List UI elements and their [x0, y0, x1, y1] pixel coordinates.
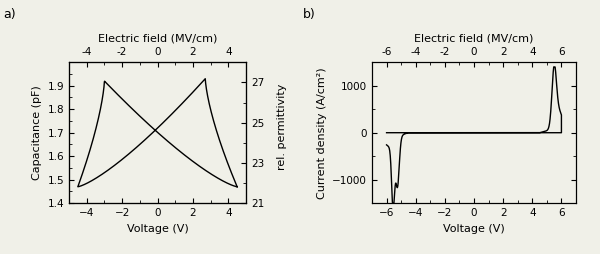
- X-axis label: Electric field (MV/cm): Electric field (MV/cm): [415, 34, 533, 44]
- X-axis label: Voltage (V): Voltage (V): [443, 224, 505, 234]
- Text: a): a): [3, 8, 16, 21]
- X-axis label: Voltage (V): Voltage (V): [127, 224, 188, 234]
- Text: rel. permittivity: rel. permittivity: [277, 84, 287, 170]
- Text: b): b): [303, 8, 316, 21]
- X-axis label: Electric field (MV/cm): Electric field (MV/cm): [98, 34, 217, 44]
- Y-axis label: Current density (A/cm²): Current density (A/cm²): [317, 67, 327, 199]
- Y-axis label: Capacitance (pF): Capacitance (pF): [32, 85, 42, 180]
